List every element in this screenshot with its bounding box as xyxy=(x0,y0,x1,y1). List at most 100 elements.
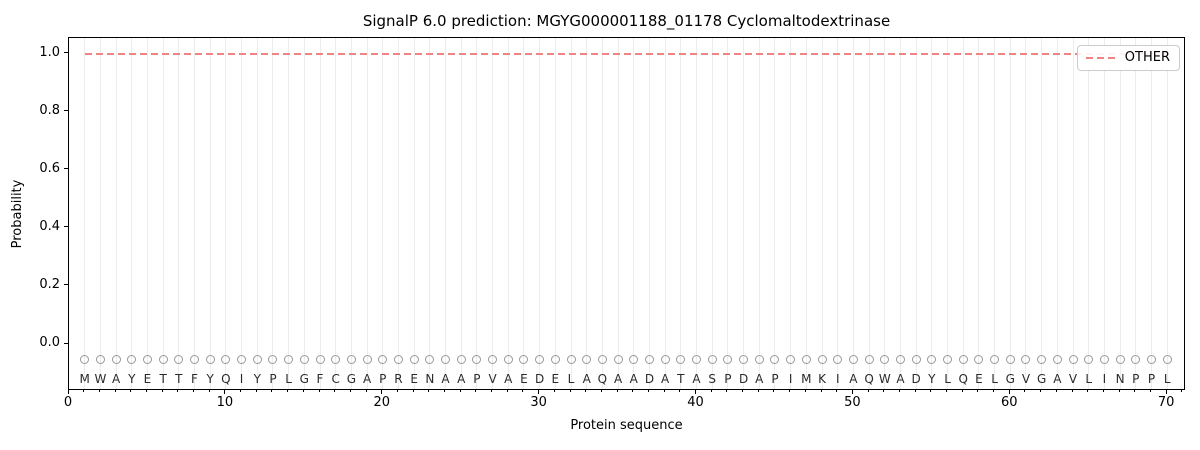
x-minor-tick-mark xyxy=(993,390,995,392)
gridline xyxy=(1056,38,1058,389)
x-minor-tick-mark xyxy=(600,390,602,392)
gridline xyxy=(711,38,713,389)
gridline xyxy=(115,38,117,389)
residue-marker xyxy=(974,355,984,365)
residue-letter: G xyxy=(1037,372,1047,387)
residue-letter: A xyxy=(896,372,905,387)
residue-marker xyxy=(315,355,325,365)
residue-marker xyxy=(1115,355,1125,365)
x-minor-tick-mark xyxy=(396,390,398,392)
gridline xyxy=(821,38,823,389)
gridline xyxy=(1150,38,1152,389)
residue-letter: A xyxy=(629,372,638,387)
x-minor-tick-mark xyxy=(444,390,446,392)
gridline xyxy=(84,38,86,389)
x-minor-tick-mark xyxy=(742,390,744,392)
gridline xyxy=(460,38,462,389)
x-minor-tick-mark xyxy=(1181,390,1183,392)
x-minor-tick-mark xyxy=(491,390,493,392)
x-tick-label: 30 xyxy=(530,395,547,410)
x-minor-tick-mark xyxy=(318,390,320,392)
residue-letter: W xyxy=(94,372,107,387)
gridline xyxy=(492,38,494,389)
x-minor-tick-mark xyxy=(1071,390,1073,392)
x-minor-tick-mark xyxy=(1024,390,1026,392)
x-minor-tick-mark xyxy=(98,390,100,392)
x-minor-tick-mark xyxy=(757,390,759,392)
gridline xyxy=(899,38,901,389)
chart-title: SignalP 6.0 prediction: MGYG000001188_01… xyxy=(362,12,891,30)
x-minor-tick-mark xyxy=(130,390,132,392)
residue-marker xyxy=(299,355,309,365)
residue-marker xyxy=(895,355,905,365)
residue-letter: T xyxy=(175,372,183,387)
gridline xyxy=(837,38,839,389)
gridline xyxy=(429,38,431,389)
residue-marker xyxy=(550,355,560,365)
x-tick-label: 20 xyxy=(373,395,391,410)
x-minor-tick-mark xyxy=(428,390,430,392)
residue-letter: T xyxy=(159,372,167,387)
x-minor-tick-mark xyxy=(773,390,775,392)
gridline xyxy=(648,38,650,389)
residue-letter: Q xyxy=(597,372,608,387)
residue-marker xyxy=(1037,355,1047,365)
x-minor-tick-mark xyxy=(883,390,885,392)
y-tick-label: 1.0 xyxy=(39,44,60,60)
residue-letter: L xyxy=(285,372,292,387)
y-tick-mark xyxy=(64,110,68,112)
x-minor-tick-mark xyxy=(898,390,900,392)
residue-letter: Q xyxy=(958,372,968,387)
residue-letter: E xyxy=(520,372,528,387)
residue-letter: E xyxy=(551,372,560,387)
x-minor-tick-mark xyxy=(114,390,116,392)
gridline xyxy=(413,38,415,389)
x-minor-tick-mark xyxy=(412,390,414,392)
residue-letter: V xyxy=(1021,372,1031,387)
gridline xyxy=(288,38,290,389)
x-tick-mark xyxy=(1165,390,1167,394)
gridline xyxy=(162,38,164,389)
residue-marker xyxy=(535,355,545,365)
gridline xyxy=(445,38,447,389)
residue-marker xyxy=(519,355,529,365)
residue-marker xyxy=(205,355,215,365)
gridline xyxy=(366,38,368,389)
residue-marker xyxy=(472,355,482,365)
gridline xyxy=(507,38,509,389)
gridline xyxy=(947,38,949,389)
residue-marker xyxy=(644,355,654,365)
residue-letter: K xyxy=(818,372,826,387)
residue-letter: L xyxy=(1085,372,1093,387)
residue-letter: W xyxy=(878,372,891,387)
residue-marker xyxy=(943,355,953,365)
x-minor-tick-mark xyxy=(334,390,336,392)
residue-marker xyxy=(864,355,874,365)
residue-letter: A xyxy=(849,372,858,387)
residue-letter: E xyxy=(410,372,418,387)
x-minor-tick-mark xyxy=(804,390,806,392)
residue-letter: I xyxy=(239,372,244,387)
residue-letter: Y xyxy=(206,372,214,387)
residue-letter: G xyxy=(1005,372,1015,387)
gridline xyxy=(915,38,917,389)
gridline xyxy=(805,38,807,389)
gridline xyxy=(241,38,243,389)
residue-letter: L xyxy=(944,372,951,387)
x-minor-tick-mark xyxy=(820,390,822,392)
residue-marker xyxy=(1162,355,1172,365)
residue-marker xyxy=(1068,355,1078,365)
residue-marker xyxy=(597,355,607,365)
residue-letter: P xyxy=(269,372,277,387)
residue-letter: V xyxy=(488,372,497,387)
residue-letter: T xyxy=(677,372,685,387)
gridline xyxy=(256,38,258,389)
x-minor-tick-mark xyxy=(930,390,932,392)
x-minor-tick-mark xyxy=(867,390,869,392)
residue-marker xyxy=(1084,355,1094,365)
gridline xyxy=(758,38,760,389)
residue-letter: A xyxy=(755,372,764,387)
residue-marker xyxy=(629,355,639,365)
residue-letter: Q xyxy=(864,372,874,387)
residue-marker xyxy=(770,355,780,365)
